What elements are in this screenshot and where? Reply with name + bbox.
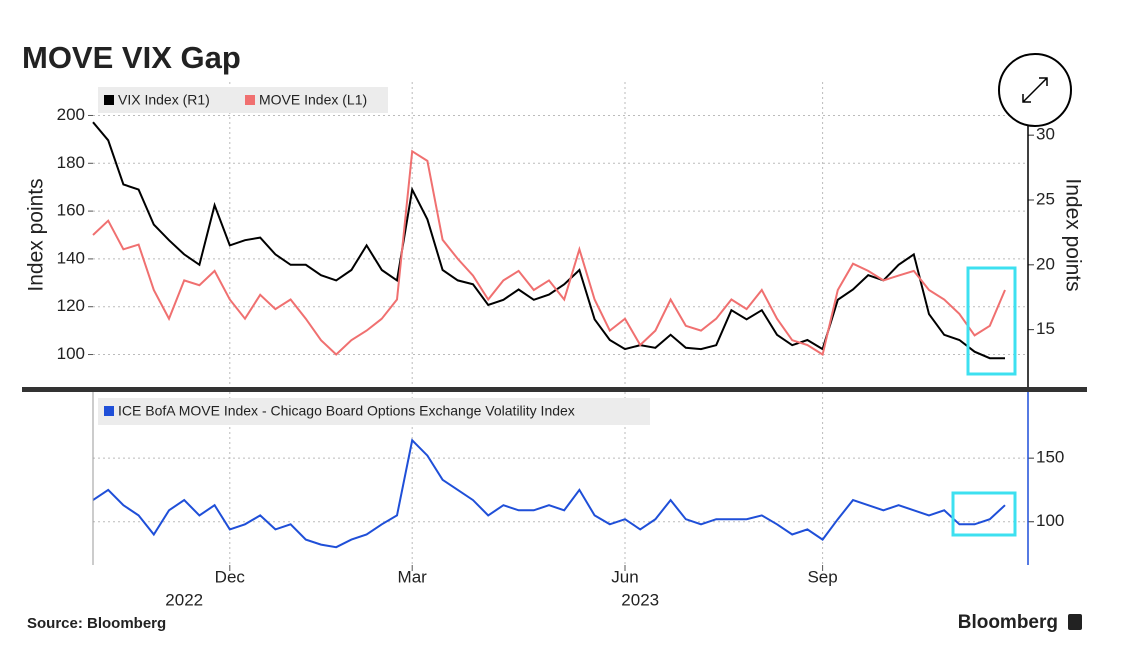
y2-tick-label: 100 xyxy=(1036,511,1064,530)
series-line xyxy=(92,438,1006,549)
series-line xyxy=(92,149,1006,357)
legend-label: VIX Index (R1) xyxy=(118,92,210,108)
legend xyxy=(98,87,388,113)
brand: Bloomberg xyxy=(958,612,1058,633)
x-tick-label: Sep xyxy=(807,567,837,586)
y-tick-label: 120 xyxy=(57,296,85,315)
y-tick-label: 160 xyxy=(57,201,85,220)
y2-tick-label: 15 xyxy=(1036,319,1055,338)
chart-title: MOVE VIX Gap xyxy=(22,40,241,75)
y-tick-label: 100 xyxy=(57,344,85,363)
y-tick-label: 180 xyxy=(57,153,85,172)
x-tick-label: Mar xyxy=(398,567,428,586)
highlight-box xyxy=(966,266,1017,376)
y2-axis-label: Index points xyxy=(1061,178,1084,291)
series-line xyxy=(92,121,1005,360)
brand-icon xyxy=(1068,614,1082,630)
legend-swatch xyxy=(104,95,114,105)
y2-tick-label: 30 xyxy=(1036,125,1055,144)
legend-swatch xyxy=(245,95,255,105)
panel-divider xyxy=(22,387,1087,392)
source: Source: Bloomberg xyxy=(27,615,166,632)
y-tick-label: 200 xyxy=(57,105,85,124)
x-year-label: 2022 xyxy=(165,590,203,609)
legend-label: MOVE Index (L1) xyxy=(259,92,367,108)
x-tick-label: Jun xyxy=(611,567,638,586)
y2-tick-label: 150 xyxy=(1036,448,1064,467)
x-year-label: 2023 xyxy=(621,590,659,609)
legend xyxy=(98,398,650,425)
highlight-box xyxy=(951,491,1017,537)
y2-tick-label: 20 xyxy=(1036,254,1055,273)
legend-swatch xyxy=(104,406,114,416)
expand-icon[interactable] xyxy=(1022,77,1048,103)
expand-button[interactable] xyxy=(998,53,1072,127)
legend-label: ICE BofA MOVE Index - Chicago Board Opti… xyxy=(118,403,575,419)
y-axis-label: Index points xyxy=(25,178,48,291)
top-plot xyxy=(93,82,1028,388)
y-tick-label: 140 xyxy=(57,248,85,267)
y2-tick-label: 25 xyxy=(1036,189,1055,208)
x-tick-label: Dec xyxy=(215,567,246,586)
